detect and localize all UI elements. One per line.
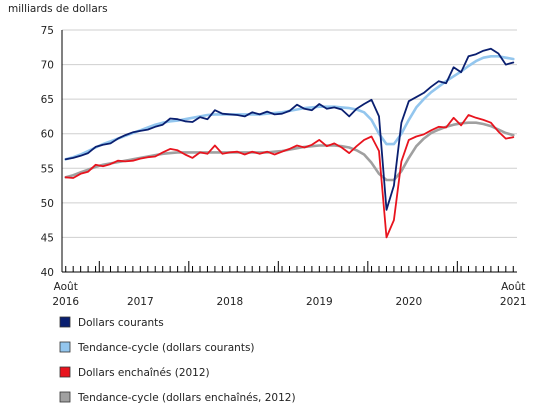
x-tick-label-year: 2018 [216,296,243,308]
y-tick-label: 70 [41,60,54,72]
legend-swatch [59,341,71,353]
x-tick-label-year: 2021 [500,296,527,308]
x-tick-label-year: 2019 [306,296,333,308]
series-line-dollars-enchaines-2012 [64,114,515,239]
series-group [64,47,515,239]
legend-label: Dollars enchaînés (2012) [78,367,210,379]
legend-label: Tendance-cycle (dollars enchaînés, 2012) [77,392,296,404]
series-line-dollars-courants [64,47,515,211]
y-tick-label: 65 [41,94,54,106]
series-line-tendance-cycle-dollars-courants [64,54,515,161]
y-tick-label: 60 [41,129,54,141]
y-axis: 40 45 50 55 60 65 70 75 [41,25,63,279]
x-tick-label-year: 2017 [127,296,154,308]
y-tick-label: 50 [41,198,54,210]
legend: Dollars courants Tendance-cycle (dollars … [59,316,296,404]
y-tick-label: 45 [41,232,54,244]
unit-label: milliards de dollars [8,3,108,15]
y-tick-label: 55 [41,163,54,175]
x-tick-label-month: Août [501,281,525,293]
y-tick-label: 40 [41,267,54,279]
legend-swatch [59,316,71,328]
legend-label: Tendance-cycle (dollars courants) [77,342,255,354]
x-tick-label-year: 2020 [395,296,422,308]
series-line-tendance-cycle-dollars-enchaines-2012 [64,121,515,182]
legend-swatch [59,366,71,378]
x-tick-label-month: Août [54,281,78,293]
y-tick-label: 75 [41,25,54,37]
legend-label: Dollars courants [78,317,164,329]
x-axis: Août 2016 2017 2018 2019 2020 Août 2021 [52,261,527,308]
x-tick-label-year: 2016 [52,296,79,308]
grid [62,29,517,238]
legend-swatch [59,391,71,403]
